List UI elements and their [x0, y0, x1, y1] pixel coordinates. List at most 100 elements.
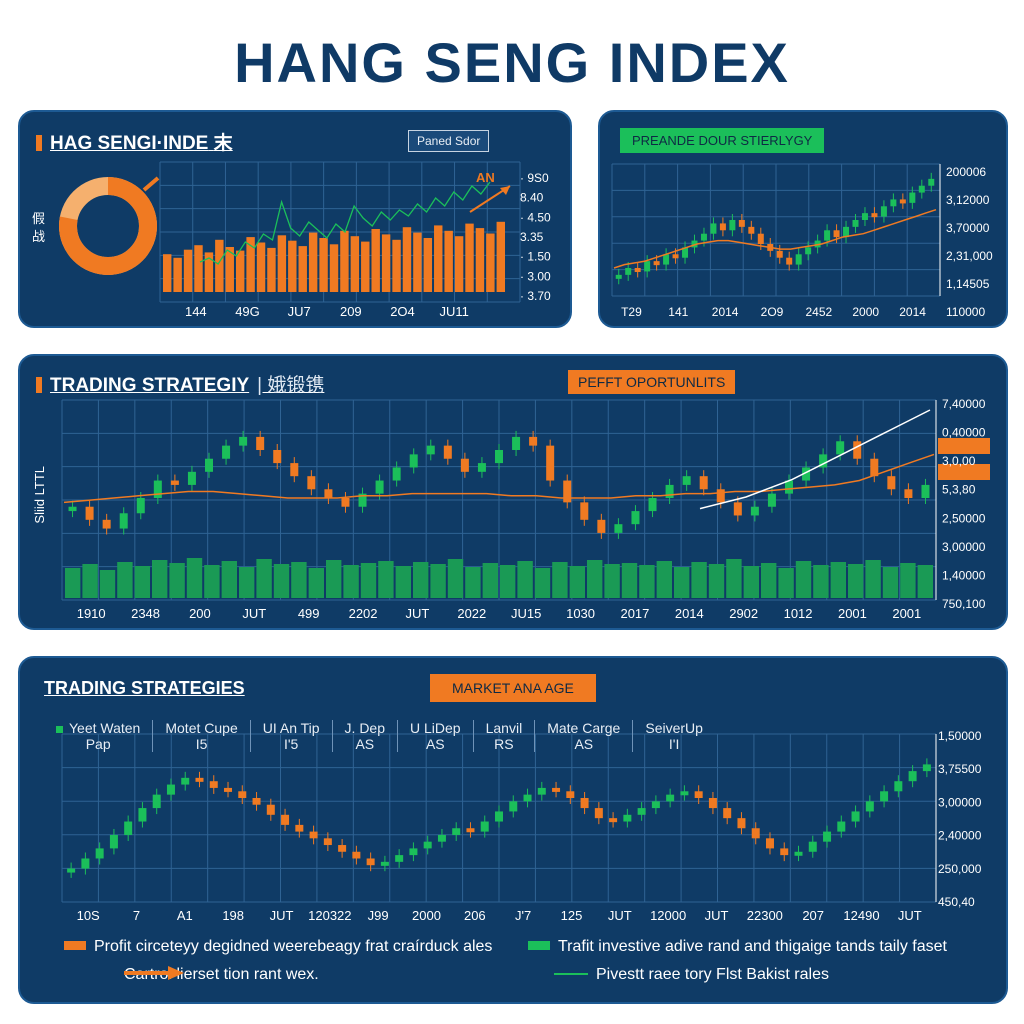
- volume-bar: [239, 567, 255, 598]
- candle-up: [205, 458, 213, 472]
- candle-down: [170, 480, 179, 485]
- candle-up: [908, 771, 917, 782]
- volume-bar: [482, 563, 498, 598]
- x-tick-label: A1: [177, 908, 193, 923]
- column-header[interactable]: Mate Carge AS: [535, 720, 634, 752]
- candle-up: [452, 828, 461, 835]
- volume-bar: [378, 561, 394, 598]
- volume-bar: [82, 564, 98, 598]
- candle-up: [785, 480, 793, 494]
- y-tick-label: · 9S0: [520, 171, 549, 185]
- candle-down: [323, 838, 332, 846]
- candle-up: [631, 511, 640, 525]
- candle-down: [466, 828, 475, 833]
- volume-bar: [865, 560, 881, 598]
- x-tick-label: JUT: [608, 908, 632, 923]
- column-header[interactable]: UI An Tip I'5: [251, 720, 333, 752]
- panel2-badge[interactable]: PREANDE DOUR STIERLYGY: [620, 128, 825, 153]
- volume-bar: [173, 257, 182, 292]
- candle-up: [166, 784, 175, 795]
- x-tick-label: 7: [133, 908, 140, 923]
- panel3-badge[interactable]: PEFFT OPORTUNLITS: [568, 370, 736, 394]
- candle-up: [480, 821, 489, 832]
- column-header-sub: RS: [494, 736, 514, 752]
- candle-up: [152, 794, 161, 809]
- column-header-sub: Pap: [85, 736, 111, 752]
- volume-bar: [134, 566, 150, 598]
- annotation-label: AN: [476, 170, 495, 185]
- x-tick-label: 2022: [457, 606, 486, 621]
- candle-up: [663, 254, 670, 265]
- panel4-badge[interactable]: MARKET ANA AGE: [430, 674, 596, 702]
- candle-down: [634, 268, 641, 272]
- title-marker: [36, 377, 42, 393]
- candle-up: [666, 794, 675, 802]
- candle-down: [224, 787, 233, 792]
- page-title: HANG SENG INDEX: [234, 31, 790, 94]
- column-header[interactable]: Lanvil RS: [474, 720, 536, 752]
- x-tick-label: 120322: [308, 908, 351, 923]
- candle-up: [794, 851, 803, 856]
- column-header[interactable]: Motet Cupe I5: [153, 720, 251, 752]
- panel-strategy-trend: T29 141 2014 2O9 2452 2000 2014 200006 3,12000 3,…: [598, 110, 1008, 328]
- column-header[interactable]: Yeet Waten Pap: [44, 720, 154, 752]
- candle-up: [795, 254, 802, 265]
- volume-bar: [65, 568, 81, 598]
- volume-bar: [350, 236, 360, 292]
- candle-up: [136, 498, 145, 514]
- volume-bar: [708, 564, 725, 598]
- column-header[interactable]: J. Dep AS: [333, 720, 399, 752]
- legend-green-box-text: Trafit investive adive rand and thigaige…: [558, 938, 947, 955]
- legend-green-line-text: Pivestt raee tory Flst Bakist rales: [596, 966, 829, 983]
- volume-bar: [273, 564, 290, 598]
- candle-up: [682, 476, 691, 485]
- volume-bar: [371, 229, 380, 292]
- candle-down: [281, 814, 290, 825]
- panel3-title-text: TRADING STRATEGIY: [50, 375, 250, 396]
- legend-green-line: Pivestt raee tory Flst Bakist rales: [554, 966, 829, 984]
- candle-up: [808, 841, 817, 852]
- volume-bar: [246, 237, 255, 292]
- volume-bar: [186, 558, 203, 598]
- x-tick-label: JUT: [898, 908, 922, 923]
- candle-up: [426, 445, 435, 455]
- candle-up: [81, 858, 90, 869]
- x-tick-label: 1012: [784, 606, 813, 621]
- x-tick-label: 2014: [712, 305, 739, 319]
- x-tick-label: 499: [298, 606, 320, 621]
- x-tick-label: JU11: [439, 304, 468, 319]
- candle-down: [719, 223, 726, 231]
- candle-up: [648, 498, 657, 512]
- candle-down: [733, 502, 742, 516]
- candle-down: [566, 791, 575, 798]
- volume-bar: [288, 240, 297, 292]
- trend-line: [613, 208, 937, 269]
- candle-up: [700, 233, 707, 241]
- column-header[interactable]: SeiverUp I'I: [633, 720, 715, 752]
- x-tick-label: JUT: [270, 908, 294, 923]
- candle-up: [409, 454, 418, 468]
- candle-down: [786, 257, 793, 265]
- candle-up: [890, 199, 897, 207]
- candle-up: [395, 855, 404, 862]
- candle-up: [239, 436, 248, 446]
- candle-up: [921, 484, 930, 498]
- candle-up: [181, 777, 190, 785]
- candle-up: [375, 480, 384, 494]
- volume-bar: [291, 562, 307, 598]
- orange-arrow-icon: [124, 966, 184, 980]
- column-header-name: Motet Cupe: [165, 720, 238, 736]
- trend-arrow-head: [500, 186, 510, 195]
- candle-up: [625, 268, 632, 275]
- candle-up: [767, 493, 776, 507]
- column-header[interactable]: U LiDep AS: [398, 720, 474, 752]
- volume-bar: [235, 250, 245, 292]
- panel1-badge[interactable]: Paned Sdor: [408, 130, 490, 152]
- volume-bar: [392, 239, 401, 292]
- y-tick-label: 2,40000: [938, 829, 982, 843]
- y-tick-label: 450,40: [938, 895, 975, 909]
- volume-bar: [674, 567, 690, 598]
- volume-bar: [402, 227, 412, 292]
- candle-down: [252, 798, 261, 805]
- volume-bar: [194, 245, 203, 292]
